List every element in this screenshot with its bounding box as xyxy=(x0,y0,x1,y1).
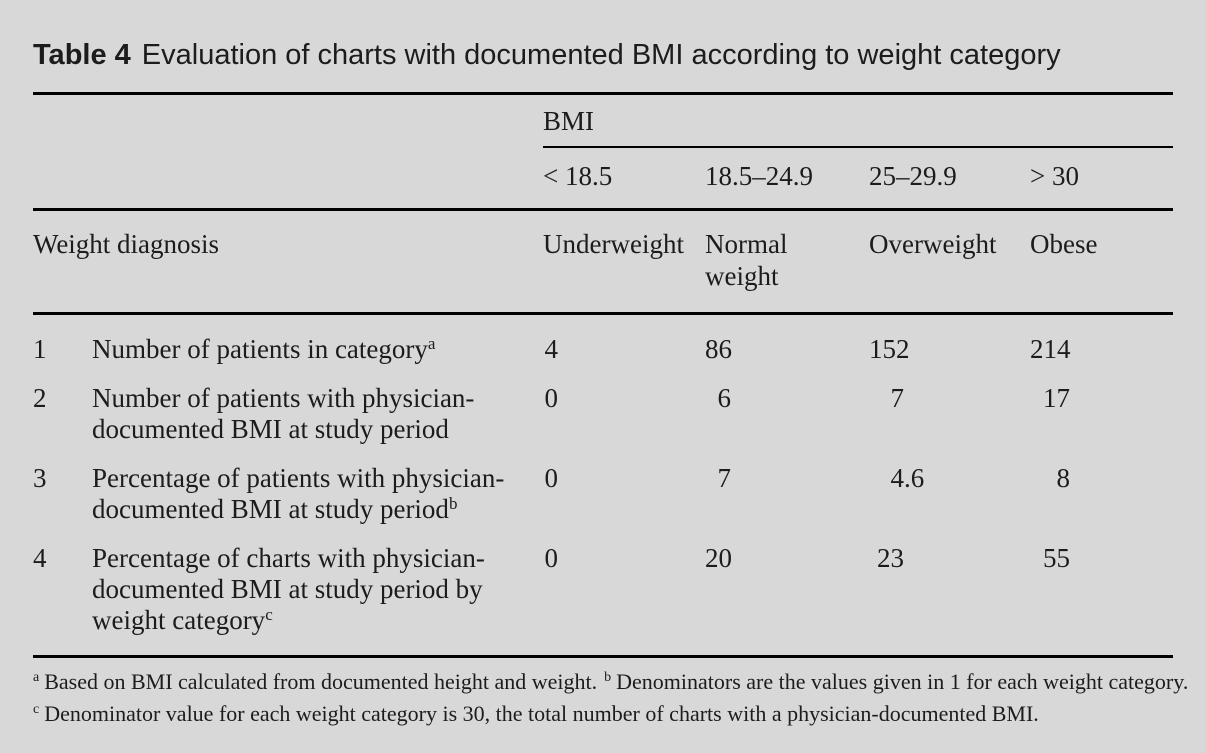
rule-bottom xyxy=(33,655,1173,658)
cell-value: 7 xyxy=(890,383,905,413)
category-header-obese: Obese xyxy=(1030,229,1098,259)
footnote-c-marker: c xyxy=(33,702,40,718)
row-label: Percentage of charts with physician-docu… xyxy=(92,543,485,639)
value-cell: 4 xyxy=(543,334,705,368)
bmi-range-header-row: < 18.5 18.5–24.9 25–29.9 > 30 xyxy=(33,148,1173,208)
value-cell: 17 xyxy=(1030,383,1173,448)
value-cell: 86 xyxy=(705,334,869,368)
bmi-group-header-cell: BMI xyxy=(543,95,1173,148)
table-row: 2 Number of patients with physician-docu… xyxy=(33,383,1173,448)
cell-value: 4 xyxy=(544,334,559,364)
footnote-c-text: Denominator value for each weight catego… xyxy=(44,701,1039,726)
table-title: Table 4 Evaluation of charts with documen… xyxy=(33,38,1173,72)
range-header-overweight: 25–29.9 xyxy=(869,161,957,191)
value-cell: 6 xyxy=(705,383,869,448)
value-cell: 214 xyxy=(1030,334,1173,368)
footnote-marker: a xyxy=(427,333,436,353)
table-row: 4 Percentage of charts with physician-do… xyxy=(33,543,1173,639)
row-label-text: Percentage of charts with physician-docu… xyxy=(92,543,485,635)
footnote-marker: b xyxy=(448,493,458,513)
value-cell: 8 xyxy=(1030,463,1173,528)
range-header-spacer xyxy=(33,148,543,208)
cell-value: 17 xyxy=(1043,383,1070,413)
cell-value: 20 xyxy=(705,543,732,573)
row-number: 4 xyxy=(33,543,47,573)
row-label: Number of patients in categorya xyxy=(92,334,435,368)
row-label-cell: 2 Number of patients with physician-docu… xyxy=(33,383,543,448)
value-cell: 152 xyxy=(869,334,1030,368)
footnote-b-text: Denominators are the values given in 1 f… xyxy=(616,669,1189,694)
category-header-overweight: Overweight xyxy=(869,229,997,259)
row-label: Number of patients with physician-docume… xyxy=(92,383,474,448)
row-label-cell: 1 Number of patients in categorya xyxy=(33,334,543,368)
cell-value: 55 xyxy=(1043,543,1070,573)
row-label-text: Number of patients in category xyxy=(92,334,428,364)
value-cell: 23 xyxy=(869,543,1030,639)
cell-value: 7 xyxy=(717,463,732,493)
cell-value: 4.6 xyxy=(890,463,925,493)
cell-value: 23 xyxy=(877,543,904,573)
table-row: 3 Percentage of patients with physician-… xyxy=(33,463,1173,528)
weight-diagnosis-label: Weight diagnosis xyxy=(33,229,220,259)
row-label: Percentage of patients with physician-do… xyxy=(92,463,504,528)
value-cell: 7 xyxy=(705,463,869,528)
row-number: 3 xyxy=(33,463,47,493)
cell-value: 6 xyxy=(717,383,732,413)
value-cell: 7 xyxy=(869,383,1030,448)
cell-value: 86 xyxy=(705,334,732,364)
range-header-underweight: < 18.5 xyxy=(543,161,613,191)
bmi-group-header-row: BMI xyxy=(33,95,1173,148)
bmi-group-label: BMI xyxy=(543,106,595,136)
footnote-line-1: a Based on BMI calculated from documented… xyxy=(33,668,1188,700)
footnotes: a Based on BMI calculated from documented… xyxy=(33,658,1188,732)
row-label-text: Percentage of patients with physician-do… xyxy=(92,463,505,524)
range-header-normal: 18.5–24.9 xyxy=(705,161,813,191)
value-cell: 0 xyxy=(543,543,705,639)
weight-diagnosis-header-row: Weight diagnosis Underweight Normal weigh… xyxy=(33,211,1173,312)
table-row: 1 Number of patients in categorya 4 86 1… xyxy=(33,334,1173,368)
rule-top xyxy=(33,92,1173,95)
row-number: 1 xyxy=(33,334,47,364)
table-body: 1 Number of patients in categorya 4 86 1… xyxy=(33,315,1173,655)
cell-value: 214 xyxy=(1030,334,1071,364)
footnote-b-marker: b xyxy=(604,670,612,686)
value-cell: 20 xyxy=(705,543,869,639)
footnote-marker: c xyxy=(265,604,273,624)
footnote-a: a Based on BMI calculated from documented… xyxy=(33,669,597,694)
category-header-underweight: Underweight xyxy=(543,229,684,259)
cell-value: 0 xyxy=(544,463,559,493)
cell-value: 152 xyxy=(869,334,910,364)
cell-value: 0 xyxy=(544,543,559,573)
row-label-cell: 4 Percentage of charts with physician-do… xyxy=(33,543,543,639)
footnote-a-marker: a xyxy=(33,670,40,686)
value-cell: 0 xyxy=(543,463,705,528)
category-header-normal-weight: Normal weight xyxy=(705,229,788,291)
bmi-header-spacer xyxy=(33,95,543,148)
value-cell: 0 xyxy=(543,383,705,448)
row-number: 2 xyxy=(33,383,47,413)
rule-below-diagnosis xyxy=(33,312,1173,315)
cell-value: 8 xyxy=(1056,463,1071,493)
footnote-line-2: c Denominator value for each weight categ… xyxy=(33,700,1173,732)
footnote-c: c Denominator value for each weight categ… xyxy=(33,701,1039,726)
range-header-obese: > 30 xyxy=(1030,161,1079,191)
table-number-label: Table 4 xyxy=(33,39,131,71)
value-cell: 55 xyxy=(1030,543,1173,639)
row-label-text: Number of patients with physician-docume… xyxy=(92,383,475,444)
value-cell: 4.6 xyxy=(869,463,1030,528)
row-label-cell: 3 Percentage of patients with physician-… xyxy=(33,463,543,528)
rule-below-ranges xyxy=(33,208,1173,211)
footnote-b: b Denominators are the values given in 1 … xyxy=(604,669,1188,694)
table-caption-text: Evaluation of charts with documented BMI… xyxy=(141,39,1061,71)
footnote-a-text: Based on BMI calculated from documented … xyxy=(44,669,598,694)
cell-value: 0 xyxy=(544,383,559,413)
